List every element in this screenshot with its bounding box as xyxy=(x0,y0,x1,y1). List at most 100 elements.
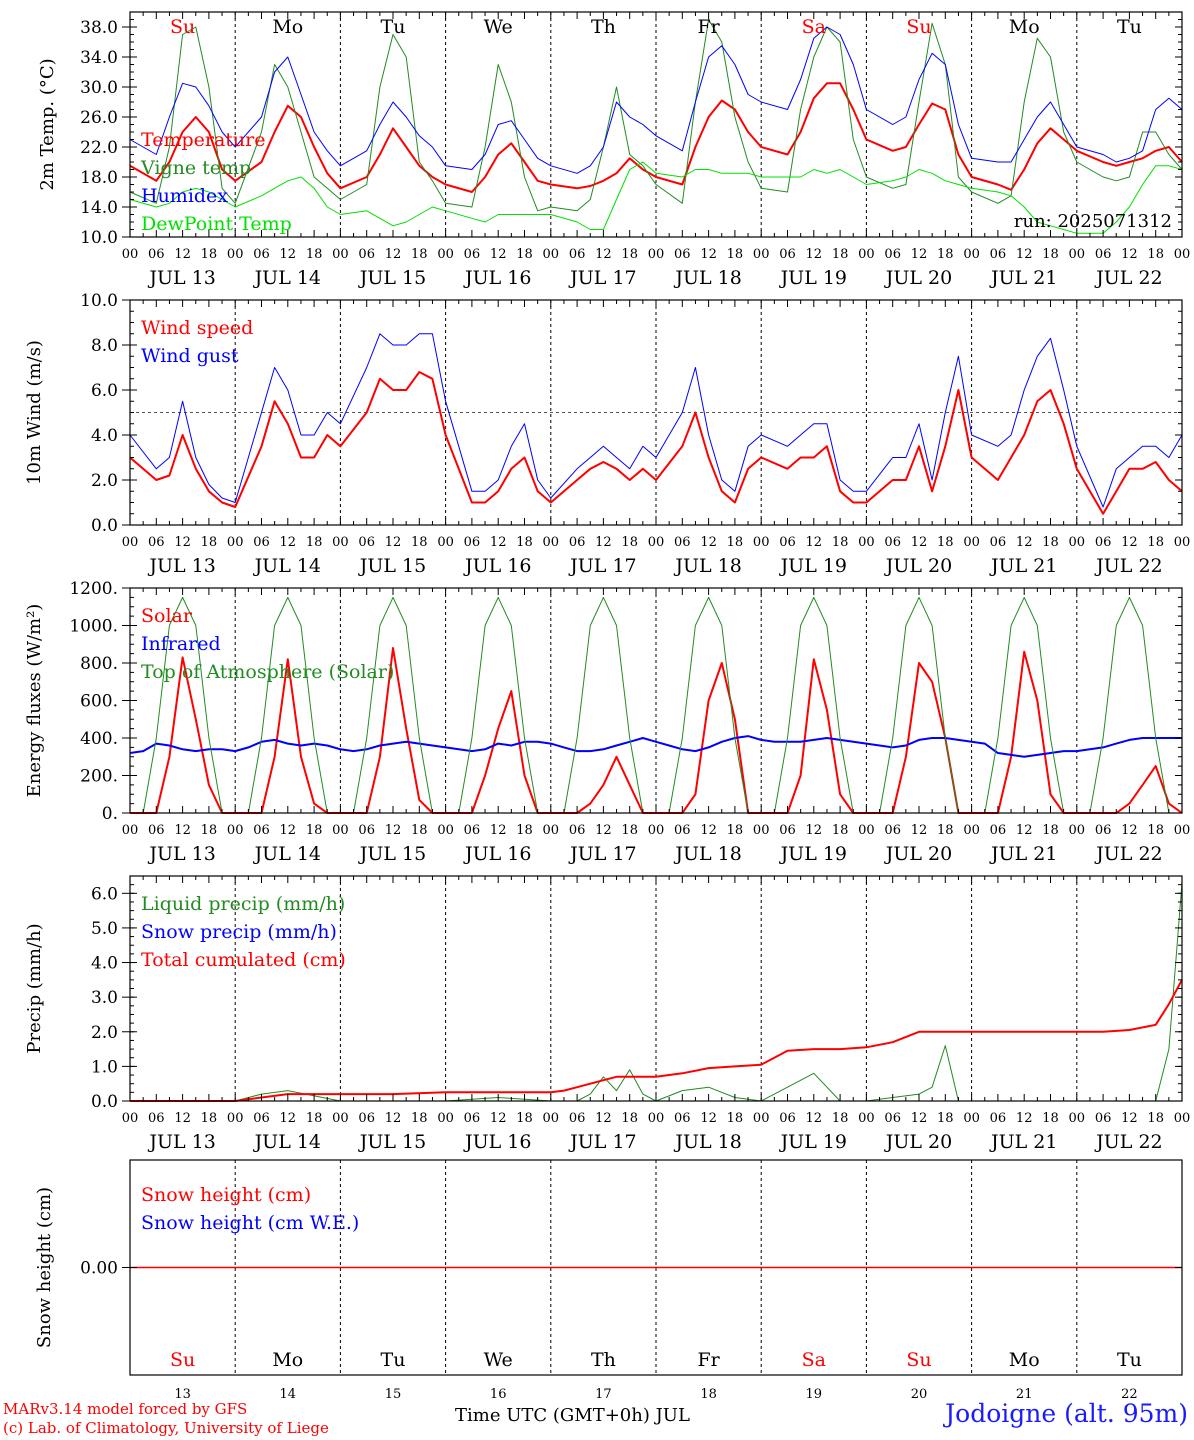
hour-tick-label: 18 xyxy=(621,535,638,550)
hour-tick-label: 12 xyxy=(1121,247,1138,262)
hour-tick-label: 00 xyxy=(963,247,980,262)
hour-tick-label: 00 xyxy=(543,247,560,262)
date-label: JUL 16 xyxy=(463,555,531,577)
hour-tick-label: 12 xyxy=(1016,823,1033,838)
y-axis-label: 10m Wind (m/s) xyxy=(24,340,45,485)
weekday-label: Su xyxy=(906,1349,931,1371)
hour-tick-label: 06 xyxy=(884,1111,901,1126)
hour-tick-label: 00 xyxy=(122,247,139,262)
hour-tick-label: 12 xyxy=(1121,535,1138,550)
legend-entry: Temperature xyxy=(141,129,265,151)
hour-tick-label: 18 xyxy=(727,1111,744,1126)
date-label: JUL 17 xyxy=(568,267,636,289)
hour-tick-label: 18 xyxy=(516,247,533,262)
hour-tick-label: 12 xyxy=(1016,1111,1033,1126)
y-tick-label: 14.0 xyxy=(80,198,118,218)
y-tick-label: 18.0 xyxy=(80,168,118,188)
hour-tick-label: 18 xyxy=(306,535,323,550)
hour-tick-label: 12 xyxy=(490,823,507,838)
date-label: JUL 22 xyxy=(1094,1131,1162,1153)
hour-tick-label: 18 xyxy=(516,823,533,838)
y-axis-label: 2m Temp. (°C) xyxy=(37,58,58,190)
hour-tick-label: 12 xyxy=(1121,823,1138,838)
date-label: JUL 16 xyxy=(463,267,531,289)
hour-tick-label: 18 xyxy=(411,1111,428,1126)
weekday-label: Su xyxy=(170,1349,195,1371)
hour-tick-label: 00 xyxy=(227,823,244,838)
weekday-label: Sa xyxy=(802,1349,826,1371)
legend-entry: Top of Atmosphere (Solar) xyxy=(141,661,394,683)
hour-tick-label: 06 xyxy=(779,247,796,262)
hour-tick-label: 00 xyxy=(753,535,770,550)
weekday-label-top: Th xyxy=(591,16,616,38)
hour-tick-label: 00 xyxy=(648,247,665,262)
hour-tick-label: 06 xyxy=(884,823,901,838)
legend-entry: DewPoint Temp xyxy=(141,213,292,235)
hour-tick-label: 12 xyxy=(385,535,402,550)
date-label: JUL 15 xyxy=(358,555,426,577)
hour-tick-label: 06 xyxy=(464,247,481,262)
y-tick-label: 1.0 xyxy=(91,1057,118,1077)
y-tick-label: 6.0 xyxy=(91,884,118,904)
hour-tick-label: 18 xyxy=(1042,535,1059,550)
legend-entry: Snow height (cm W.E.) xyxy=(141,1212,359,1234)
hour-tick-label: 18 xyxy=(727,823,744,838)
date-label: JUL 16 xyxy=(463,843,531,865)
y-tick-label: 10.0 xyxy=(80,291,118,311)
date-label: JUL 22 xyxy=(1094,555,1162,577)
hour-tick-label: 18 xyxy=(201,247,218,262)
hour-tick-label: 00 xyxy=(332,823,349,838)
hour-tick-label: 00 xyxy=(1069,247,1086,262)
hour-tick-label: 18 xyxy=(1147,1111,1164,1126)
hour-tick-label: 00 xyxy=(1174,535,1191,550)
day-number: 18 xyxy=(700,1387,717,1402)
hour-tick-label: 12 xyxy=(595,247,612,262)
hour-tick-label: 18 xyxy=(621,247,638,262)
hour-tick-label: 12 xyxy=(174,535,191,550)
hour-tick-label: 06 xyxy=(569,535,586,550)
y-tick-label: 26.0 xyxy=(80,108,118,128)
panel-2: 00 06 12 18 JUL 13 00 06 12 18 JUL 14 00 06 12 18 JUL … xyxy=(24,291,1190,577)
run-annotation: run: 2025071312 xyxy=(1014,211,1172,232)
hour-tick-label: 18 xyxy=(516,1111,533,1126)
y-tick-label: 0.0 xyxy=(91,516,118,536)
hour-tick-label: 06 xyxy=(569,247,586,262)
hour-tick-label: 06 xyxy=(674,1111,691,1126)
series-line-1-1 xyxy=(129,82,1183,193)
y-tick-label: 3.0 xyxy=(91,988,118,1008)
hour-tick-label: 06 xyxy=(569,1111,586,1126)
hour-tick-label: 18 xyxy=(411,247,428,262)
y-tick-label: 5.0 xyxy=(91,919,118,939)
hour-tick-label: 12 xyxy=(806,535,823,550)
lab-credit: (c) Lab. of Climatology, University of L… xyxy=(3,1419,329,1437)
hour-tick-label: 00 xyxy=(1174,247,1191,262)
hour-tick-label: 06 xyxy=(884,247,901,262)
day-number: 21 xyxy=(1016,1387,1033,1402)
date-label: JUL 21 xyxy=(989,1131,1057,1153)
hour-tick-label: 00 xyxy=(332,247,349,262)
day-number: 20 xyxy=(911,1387,928,1402)
series-line-2-1 xyxy=(129,371,1183,515)
hour-tick-label: 06 xyxy=(148,247,165,262)
hour-tick-label: 06 xyxy=(779,1111,796,1126)
y-tick-label: 8.0 xyxy=(91,336,118,356)
hour-tick-label: 12 xyxy=(911,823,928,838)
hour-tick-label: 00 xyxy=(543,535,560,550)
hour-tick-label: 12 xyxy=(1121,1111,1138,1126)
hour-tick-label: 18 xyxy=(516,535,533,550)
hour-tick-label: 06 xyxy=(1095,247,1112,262)
legend-entry: Snow precip (mm/h) xyxy=(141,921,337,943)
hour-tick-label: 18 xyxy=(1042,247,1059,262)
hour-tick-label: 06 xyxy=(569,823,586,838)
hour-tick-label: 18 xyxy=(937,247,954,262)
hour-tick-label: 00 xyxy=(1069,1111,1086,1126)
y-tick-label: 0. xyxy=(102,804,118,824)
hour-tick-label: 06 xyxy=(358,823,375,838)
hour-tick-label: 00 xyxy=(858,535,875,550)
hour-tick-label: 18 xyxy=(937,1111,954,1126)
legend-entry: Liquid precip (mm/h) xyxy=(141,893,345,915)
date-label: JUL 14 xyxy=(253,843,321,865)
hour-tick-label: 06 xyxy=(674,535,691,550)
y-tick-label: 2.0 xyxy=(91,1023,118,1043)
y-tick-label: 38.0 xyxy=(80,18,118,38)
